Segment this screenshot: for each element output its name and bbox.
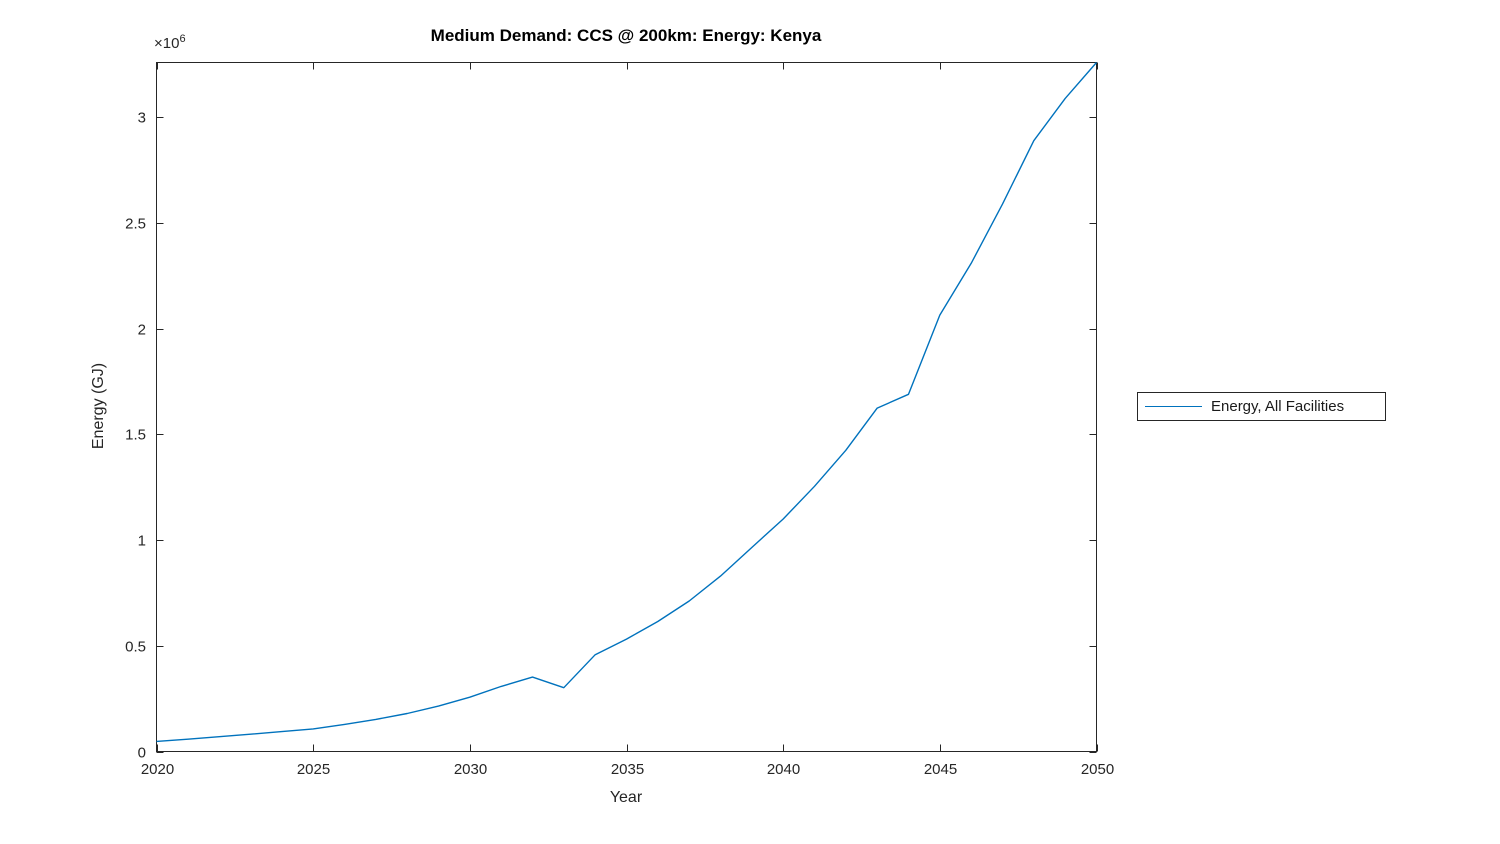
y-tick-label: 1.5 <box>125 426 146 443</box>
y-tick-label: 1 <box>137 532 146 549</box>
x-tick-label: 2050 <box>1080 761 1115 778</box>
chart-title: Medium Demand: CCS @ 200km: Energy: Keny… <box>430 26 822 45</box>
x-tick-label: 2020 <box>140 761 175 778</box>
x-axis-label: Year <box>609 789 643 806</box>
y-axis-multiplier-exponent: 6 <box>179 33 186 45</box>
x-tick-label: 2035 <box>610 761 645 778</box>
legend-label: Energy, All Facilities <box>1211 398 1345 415</box>
y-tick-label: 2.5 <box>125 215 146 232</box>
y-axis-multiplier: ×106 <box>154 33 186 52</box>
x-tick-label: 2025 <box>296 761 331 778</box>
x-tick-label: 2045 <box>923 761 958 778</box>
energy-series-line <box>156 62 1098 743</box>
axes-box <box>156 62 1097 752</box>
y-tick-label: 2 <box>137 321 146 338</box>
y-axis-multiplier-base: ×10 <box>154 35 180 52</box>
legend: Energy, All Facilities <box>1137 392 1386 421</box>
y-tick-label: 3 <box>137 109 146 126</box>
y-tick-label: 0 <box>137 744 146 761</box>
legend-line-sample-icon <box>1145 406 1202 407</box>
y-tick-label: 0.5 <box>125 638 146 655</box>
x-tick-label: 2040 <box>766 761 801 778</box>
x-tick-label: 2030 <box>453 761 488 778</box>
